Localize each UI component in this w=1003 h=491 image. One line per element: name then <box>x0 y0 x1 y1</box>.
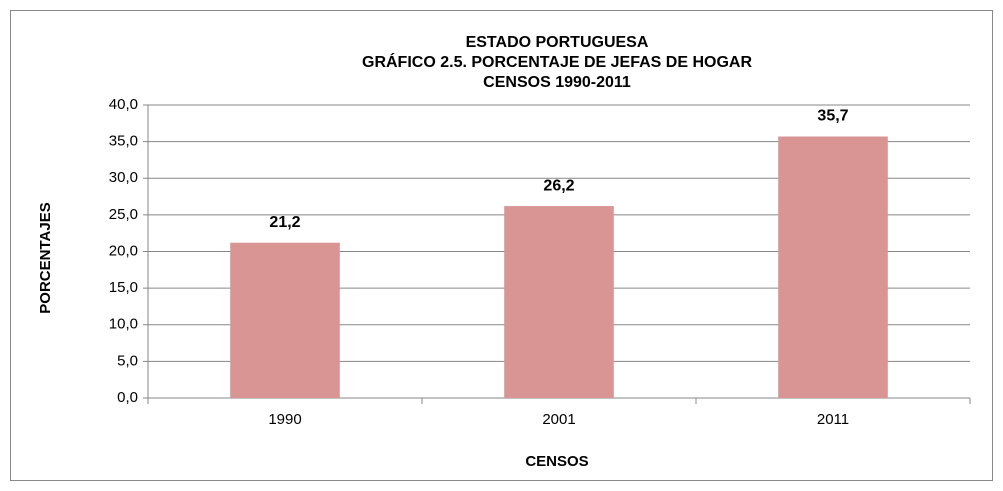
data-label: 21,2 <box>269 214 300 231</box>
y-tick-label: 40,0 <box>109 96 138 113</box>
y-tick-label: 35,0 <box>109 133 138 150</box>
data-label: 35,7 <box>817 108 848 125</box>
bar <box>778 136 888 398</box>
y-axis-label: PORCENTAJES <box>37 202 54 313</box>
x-tick-label: 1990 <box>268 411 301 428</box>
y-tick-label: 25,0 <box>109 206 138 223</box>
y-tick-label: 5,0 <box>117 352 138 369</box>
y-tick-label: 15,0 <box>109 279 138 296</box>
data-label: 26,2 <box>543 177 574 194</box>
chart-title: CENSOS 1990-2011 <box>483 74 631 91</box>
y-tick-label: 10,0 <box>109 316 138 333</box>
y-tick-label: 0,0 <box>117 389 138 406</box>
bar <box>504 206 614 398</box>
x-axis-label: CENSOS <box>525 453 588 470</box>
chart-title: GRÁFICO 2.5. PORCENTAJE DE JEFAS DE HOGA… <box>362 52 752 71</box>
x-tick-label: 2011 <box>817 411 849 428</box>
y-tick-label: 30,0 <box>109 169 138 186</box>
bar <box>230 242 340 398</box>
chart-title: ESTADO PORTUGUESA <box>466 34 649 51</box>
x-tick-label: 2001 <box>542 411 575 428</box>
y-tick-label: 20,0 <box>109 242 138 259</box>
